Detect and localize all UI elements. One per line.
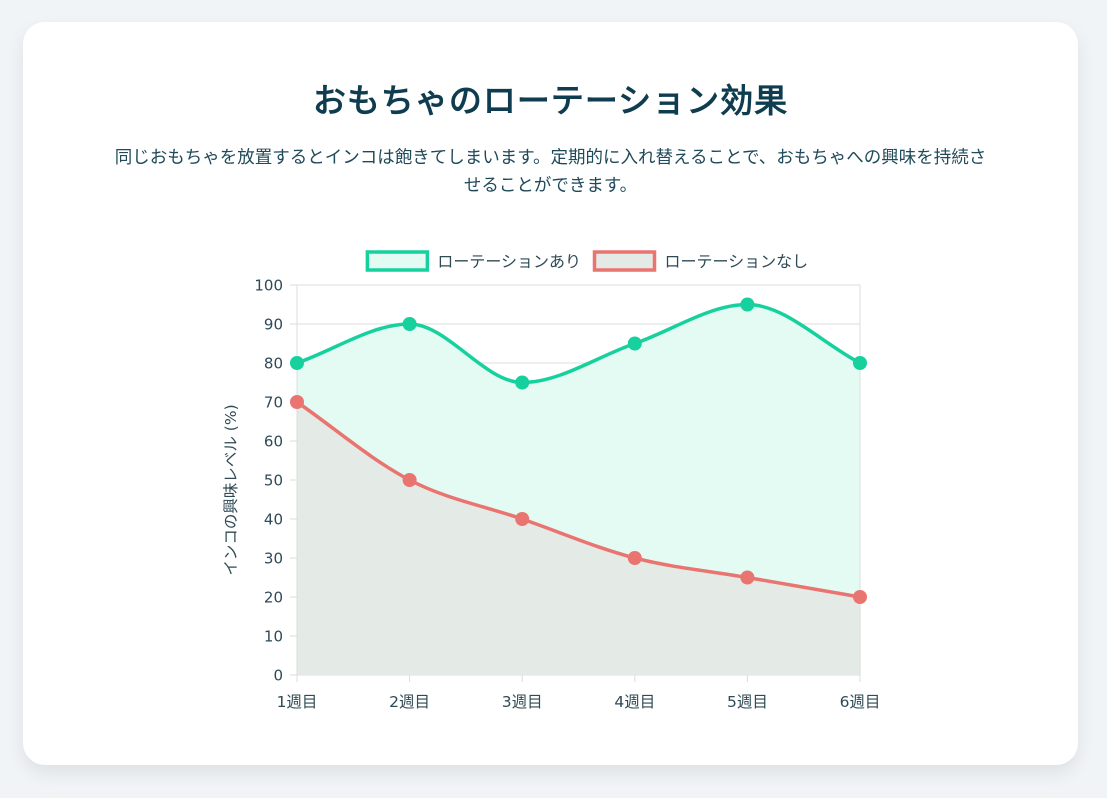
y-tick-label: 100 [254,277,283,295]
axis-layer [290,284,861,682]
data-point[interactable] [740,570,755,585]
y-axis-title: インコの興味レベル (%) [222,404,240,575]
x-tick-label: 3週目 [502,693,543,711]
legend-item-2[interactable]: ローテーションなし [592,250,809,272]
legend-swatch [365,250,430,272]
y-tick-label: 60 [264,433,283,451]
series-2-line [296,400,861,599]
y-tick-label: 30 [264,550,283,568]
point-layer [290,297,867,604]
page-description: 同じおもちゃを放置するとインコは飽きてしまいます。定期的に入れ替えることで、おも… [114,148,987,196]
area-layer [297,304,860,675]
label-layer: 0 10 20 30 40 50 60 70 80 90 100 1週目 2週目 3週目 4週目 5週目 6週目… [222,277,880,712]
data-point[interactable] [853,590,867,604]
series-1-line [296,302,861,385]
data-point[interactable] [402,317,417,331]
y-tick-label: 90 [264,316,283,334]
x-tick-label: 4週目 [614,693,655,711]
data-point[interactable] [853,356,867,370]
data-point[interactable] [627,551,642,565]
x-tick-label: 2週目 [389,693,430,711]
data-point[interactable] [402,473,417,487]
data-point[interactable] [290,356,304,370]
x-tick-label: 1週目 [277,693,318,711]
page-title: おもちゃのローテーション効果 [312,81,789,120]
legend-item-1[interactable]: ローテーションあり [365,250,581,272]
y-tick-label: 80 [264,355,283,373]
data-point[interactable] [515,512,530,526]
legend-label: ローテーションあり [437,252,581,271]
series-2-area [297,402,860,675]
data-point[interactable] [515,375,530,390]
y-tick-label: 70 [264,394,283,412]
y-tick-label: 20 [264,589,283,607]
y-tick-label: 10 [264,628,283,646]
data-point[interactable] [740,297,755,312]
x-tick-label: 6週目 [840,693,881,711]
y-tick-label: 0 [273,667,283,685]
x-tick-label: 5週目 [727,693,768,711]
y-tick-label: 50 [264,472,283,490]
y-tick-label: 40 [264,511,283,529]
legend-label: ローテーションなし [665,252,809,271]
legend-swatch [592,250,657,272]
data-point[interactable] [627,336,642,351]
legend[interactable]: ローテーションあり ローテーションなし [365,250,809,272]
data-point[interactable] [290,395,304,409]
line-layer [296,302,861,599]
